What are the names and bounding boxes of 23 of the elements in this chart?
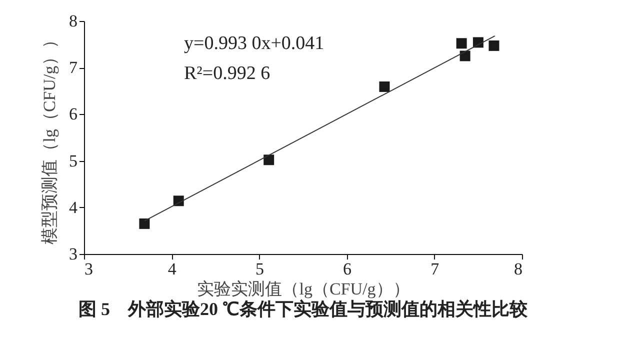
y-tick-label: 3 <box>69 244 78 264</box>
point <box>139 218 150 229</box>
x-tick-label: 8 <box>514 260 522 278</box>
y-tick-label: 7 <box>69 58 78 78</box>
point <box>488 40 500 51</box>
x-tick-label: 6 <box>343 260 352 278</box>
annotation: R²=0.992 6 <box>184 63 270 84</box>
y-tick-label: 4 <box>69 198 78 217</box>
point <box>456 38 467 49</box>
point <box>264 154 274 166</box>
point <box>460 50 470 62</box>
x-tick-label: 5 <box>255 260 264 278</box>
point <box>379 81 390 92</box>
y-tick-label: 5 <box>69 151 78 170</box>
x-tick-label: 4 <box>168 260 177 278</box>
text: 图 5 外部实验20 ℃条件下实验值与预测值的相关性比较 <box>78 299 528 319</box>
x-tick-label: 3 <box>84 260 93 278</box>
x-tick-label: 7 <box>430 260 440 278</box>
x-axis-title: 实验实测值（lg（CFU/g）） <box>197 280 410 298</box>
y-axis-title: 模型预测值（lg（CFU/g）） <box>40 32 59 244</box>
y-tick-label: 8 <box>69 12 78 30</box>
annotation: y=0.993 0x+0.041 <box>184 33 324 54</box>
y-tick-label: 6 <box>69 104 78 124</box>
